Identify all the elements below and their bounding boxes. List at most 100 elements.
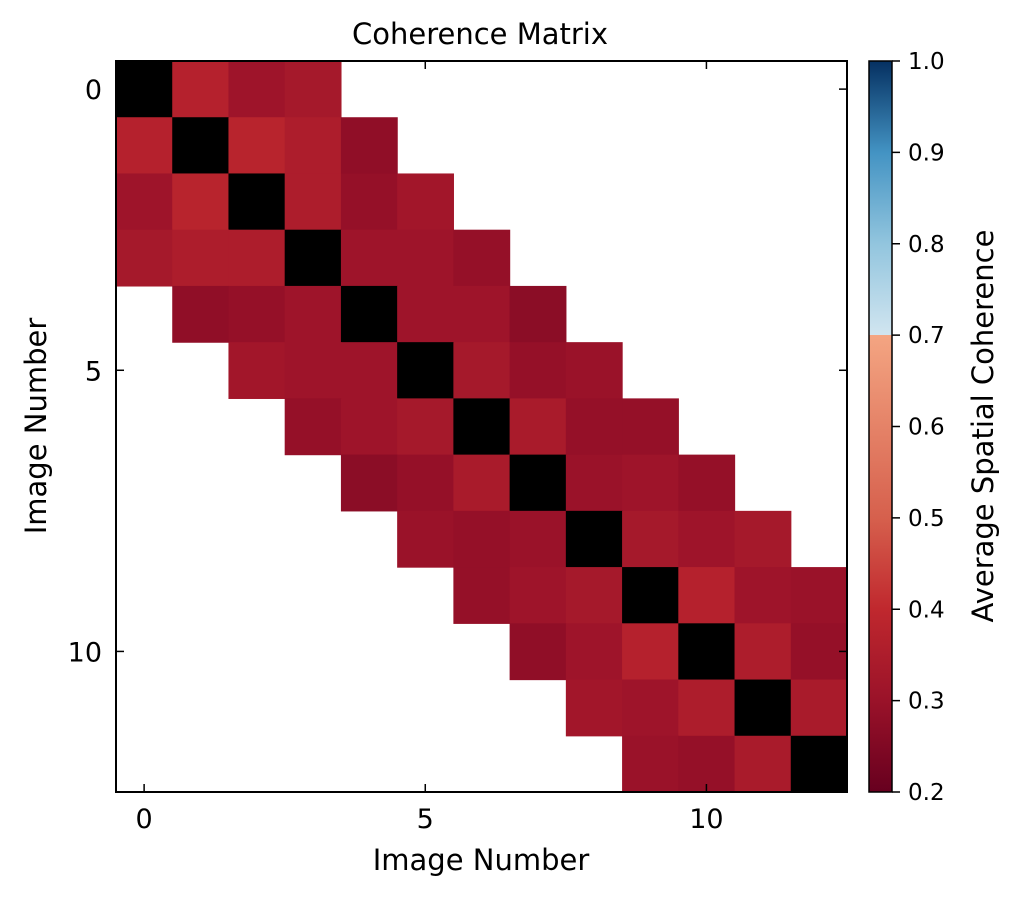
heatmap-cell — [734, 567, 792, 624]
heatmap-cell — [397, 285, 454, 343]
heatmap-cell — [228, 229, 286, 287]
colorbar-tick-label: 0.7 — [908, 323, 945, 349]
y-axis-ticks: 0 5 10 — [68, 75, 847, 668]
heatmap-cell — [340, 398, 398, 456]
heatmap-cell — [284, 342, 342, 399]
heatmap-cell — [397, 398, 454, 456]
heatmap-cell — [565, 398, 623, 456]
heatmap-cell — [172, 229, 230, 287]
heatmap-cell-diagonal — [397, 342, 454, 399]
heatmap-cell — [453, 285, 511, 343]
heatmap-cell — [565, 567, 623, 624]
heatmap-cell — [228, 61, 286, 118]
heatmap-cell — [509, 510, 567, 568]
heatmap-cell — [284, 398, 342, 456]
heatmap-cell — [622, 454, 679, 512]
colorbar-tick-label: 0.6 — [908, 415, 945, 441]
heatmap-cell — [340, 342, 398, 399]
y-tick-label: 5 — [85, 356, 102, 387]
colorbar-tick-label: 0.3 — [908, 689, 945, 715]
heatmap-cell-diagonal — [172, 117, 230, 175]
heatmap-cell — [622, 510, 679, 568]
chart-title: Coherence Matrix — [352, 17, 608, 51]
colorbar-label: Average Spatial Coherence — [966, 230, 1000, 623]
heatmap-cell-diagonal — [790, 735, 848, 793]
heatmap-cell — [453, 454, 511, 512]
heatmap-cell-diagonal — [734, 679, 792, 737]
heatmap-cell — [228, 285, 286, 343]
heatmap-cell-diagonal — [622, 567, 679, 624]
heatmap-cell — [284, 173, 342, 231]
heatmap-cell — [453, 567, 511, 624]
heatmap-cell — [397, 229, 454, 287]
x-tick-label: 0 — [136, 804, 153, 835]
heatmap-cell-diagonal — [453, 398, 511, 456]
x-tick-label: 10 — [689, 804, 723, 835]
heatmap-cell-diagonal — [565, 510, 623, 568]
x-axis-ticks: 0 5 10 — [136, 61, 724, 835]
heatmap-cell — [509, 398, 567, 456]
x-tick-label: 5 — [417, 804, 434, 835]
heatmap-cell — [397, 454, 454, 512]
heatmap-cell — [509, 285, 567, 343]
heatmap-cell — [678, 567, 736, 624]
heatmap-cell — [622, 398, 679, 456]
colorbar-tick-label: 0.9 — [908, 140, 945, 166]
heatmap-cell-diagonal — [340, 285, 398, 343]
heatmap-cell-diagonal — [228, 173, 286, 231]
heatmap-cell-diagonal — [116, 61, 173, 118]
heatmap-cell-diagonal — [678, 623, 736, 681]
x-axis-label: Image Number — [373, 843, 590, 877]
heatmap-cell — [565, 342, 623, 399]
heatmap-cell — [678, 679, 736, 737]
heatmap-cells — [116, 61, 848, 793]
heatmap-cell — [172, 61, 230, 118]
heatmap-cell — [453, 229, 511, 287]
colorbar-tick-label: 0.5 — [908, 506, 945, 532]
heatmap-cell — [734, 735, 792, 793]
heatmap-cell — [172, 173, 230, 231]
heatmap-cell — [565, 679, 623, 737]
heatmap-cell — [340, 117, 398, 175]
heatmap-cell — [790, 679, 848, 737]
heatmap-cell — [678, 510, 736, 568]
heatmap-cell — [565, 623, 623, 681]
heatmap-cell — [622, 623, 679, 681]
plot-frame — [115, 60, 848, 793]
y-axis-label: Image Number — [19, 318, 53, 535]
heatmap-cell — [790, 567, 848, 624]
heatmap-cell — [116, 117, 173, 175]
heatmap-cell — [397, 510, 454, 568]
heatmap-cell — [228, 117, 286, 175]
heatmap-cell — [734, 623, 792, 681]
heatmap-cell — [565, 454, 623, 512]
heatmap-cell — [397, 173, 454, 231]
heatmap-cell — [228, 342, 286, 399]
heatmap-cell — [284, 285, 342, 343]
heatmap-cell — [340, 229, 398, 287]
heatmap-cell — [678, 454, 736, 512]
heatmap-cell — [284, 61, 342, 118]
heatmap-cell — [622, 735, 679, 793]
heatmap-cell-diagonal — [284, 229, 342, 287]
heatmap-cell — [453, 510, 511, 568]
heatmap-cell-diagonal — [509, 454, 567, 512]
heatmap-cell — [340, 173, 398, 231]
heatmap-cell — [622, 679, 679, 737]
colorbar-tick-label: 0.4 — [908, 597, 945, 623]
heatmap-cell — [340, 454, 398, 512]
colorbar-tick-label: 0.2 — [908, 780, 945, 806]
heatmap-cell — [116, 173, 173, 231]
heatmap-cell — [509, 342, 567, 399]
heatmap-cell — [509, 623, 567, 681]
colorbar-tick-label: 1.0 — [908, 49, 945, 75]
colorbar-ticks: 0.2 0.3 0.4 0.5 0.6 0.7 0.8 0.9 1.0 — [892, 49, 945, 806]
heatmap-cell — [734, 510, 792, 568]
heatmap-cell — [790, 623, 848, 681]
colorbar-tick-label: 0.8 — [908, 232, 945, 258]
heatmap-cell — [284, 117, 342, 175]
colorbar — [868, 60, 893, 793]
heatmap-cell — [453, 342, 511, 399]
y-tick-label: 0 — [85, 75, 102, 106]
